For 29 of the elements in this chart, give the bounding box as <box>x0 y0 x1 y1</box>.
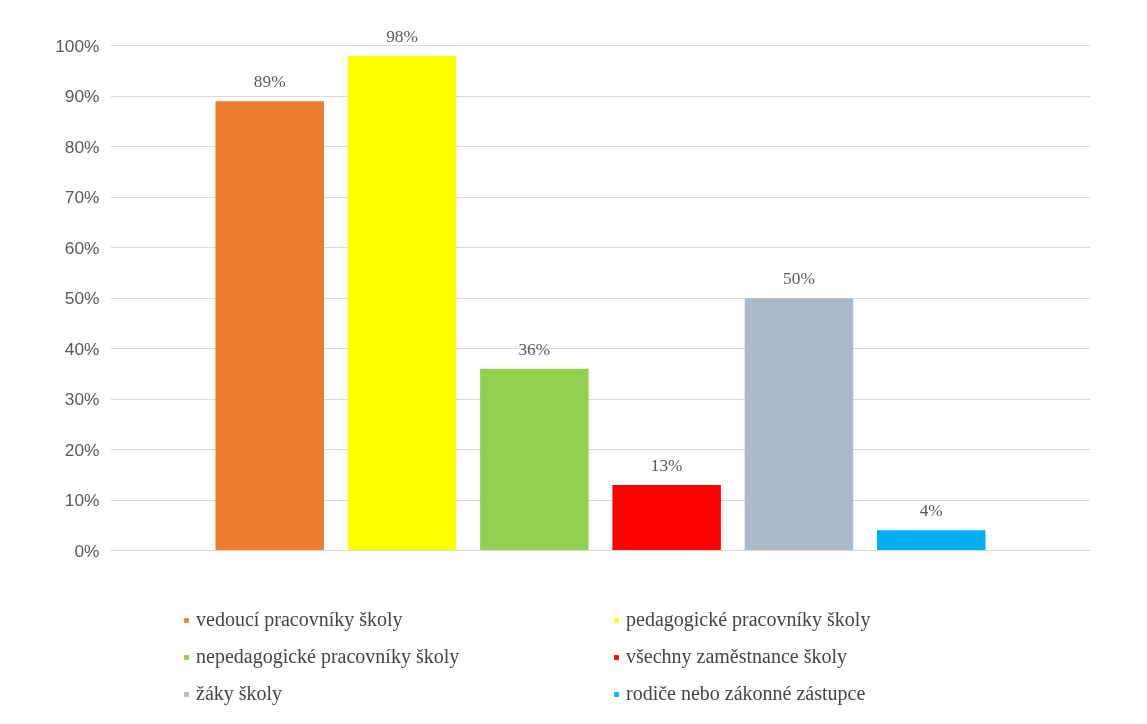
bar <box>744 298 854 551</box>
legend-label: všechny zaměstnance školy <box>626 645 849 668</box>
bar <box>612 484 721 551</box>
y-tick-label: 50% <box>64 288 100 309</box>
data-label: 89% <box>253 72 286 92</box>
y-tick-label: 90% <box>64 86 100 107</box>
y-tick-label: 20% <box>64 439 100 460</box>
legend-label: pedagogické pracovníky školy <box>626 608 872 631</box>
data-label: 98% <box>386 26 418 46</box>
data-label: 13% <box>650 455 683 475</box>
legend-label: nepedagogické pracovníky školy <box>196 645 461 668</box>
legend-label: vedoucí pracovníky školy <box>196 608 404 631</box>
data-label: 36% <box>518 339 551 359</box>
y-tick-label: 10% <box>64 490 100 511</box>
y-tick-label: 30% <box>64 389 100 410</box>
bar <box>215 101 324 551</box>
y-tick-label: 70% <box>64 187 100 208</box>
bar <box>480 368 589 551</box>
legend-label: žáky školy <box>196 682 284 705</box>
legend-label: rodiče nebo zákonné zástupce <box>626 682 867 705</box>
y-tick-label: 0% <box>74 540 100 561</box>
y-tick-label: 60% <box>64 237 100 258</box>
y-tick-label: 40% <box>64 338 100 359</box>
y-tick-label: 100% <box>55 35 100 56</box>
data-label: 4% <box>919 501 943 521</box>
bar <box>347 55 457 551</box>
data-label: 50% <box>783 269 815 289</box>
bar <box>877 530 986 551</box>
y-tick-label: 80% <box>64 136 100 157</box>
